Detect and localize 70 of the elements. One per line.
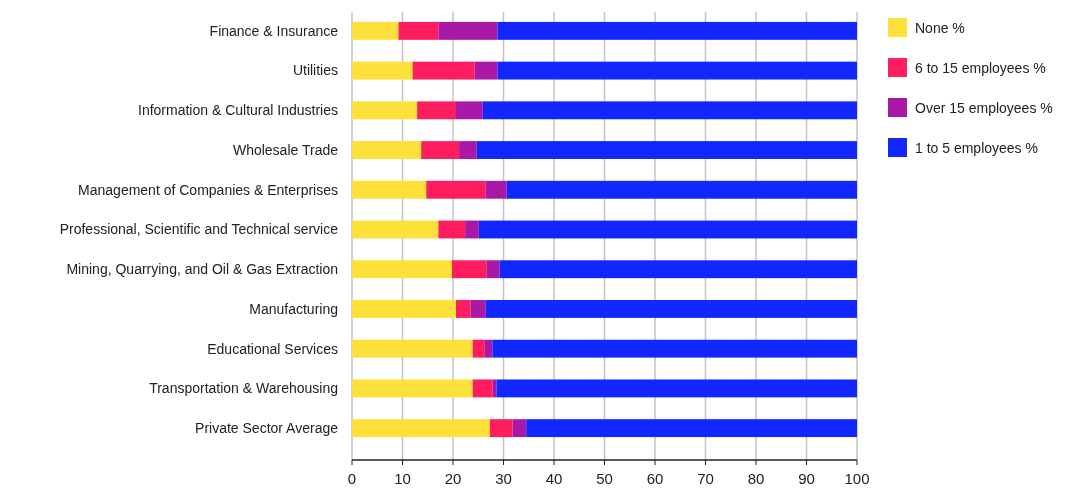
bar xyxy=(352,220,439,239)
bar xyxy=(438,220,466,239)
bar xyxy=(417,101,457,120)
bar xyxy=(459,141,477,159)
x-tick-label: 0 xyxy=(347,470,357,487)
y-tick-label: Wholesale Trade xyxy=(232,141,339,158)
bar xyxy=(352,260,452,279)
bar xyxy=(492,339,857,358)
bar xyxy=(451,260,487,279)
y-tick-label: Professional, Scientific and Technical service xyxy=(59,221,339,238)
x-tick-label: 50 xyxy=(596,470,613,487)
bar xyxy=(484,339,493,358)
bar xyxy=(398,21,439,40)
x-tick-label: 10 xyxy=(394,470,411,487)
bar xyxy=(506,180,857,199)
y-tick-label: Management of Companies & Enterprises xyxy=(78,181,338,198)
bar xyxy=(465,220,479,239)
legend-label: None % xyxy=(915,19,965,36)
x-tick-label: 30 xyxy=(495,470,512,487)
x-tick-label: 80 xyxy=(747,470,765,487)
x-tick-label: 60 xyxy=(646,470,664,487)
bar xyxy=(421,141,460,159)
y-tick-label: Manufacturing xyxy=(249,300,338,317)
bar xyxy=(352,339,473,358)
bar xyxy=(489,419,513,438)
bar xyxy=(476,141,857,159)
x-tick-label: 40 xyxy=(545,470,563,487)
x-tick-label: 100 xyxy=(844,470,870,487)
bar xyxy=(412,61,475,80)
y-tick-label: Information & Cultural Industries xyxy=(138,102,338,119)
bar xyxy=(497,21,857,40)
bar xyxy=(352,300,457,318)
bar xyxy=(512,419,527,438)
bar xyxy=(526,419,857,438)
bar xyxy=(482,101,857,120)
y-tick-label: Private Sector Average xyxy=(195,420,339,437)
bar xyxy=(352,21,399,40)
x-tick-label: 90 xyxy=(798,470,815,487)
x-tick-label: 70 xyxy=(697,470,714,487)
bar xyxy=(426,180,486,199)
bar xyxy=(352,419,490,438)
bar xyxy=(472,339,485,358)
bar xyxy=(499,260,857,279)
legend-label: 1 to 5 employees % xyxy=(915,139,1038,156)
bar xyxy=(496,379,857,398)
legend-label: Over 15 employees % xyxy=(915,99,1053,116)
bar xyxy=(478,220,857,239)
bar xyxy=(352,379,473,398)
y-tick-label: Educational Services xyxy=(207,340,338,357)
bar xyxy=(486,260,500,279)
y-tick-label: Mining, Quarrying, and Oil & Gas Extraction xyxy=(66,261,338,278)
bar xyxy=(352,141,422,159)
bar xyxy=(485,180,507,199)
bar xyxy=(456,101,483,120)
bar xyxy=(474,61,498,80)
y-tick-label: Finance & Insurance xyxy=(209,22,339,39)
legend-label: 6 to 15 employees % xyxy=(915,59,1046,76)
y-tick-label: Transportation & Warehousing xyxy=(149,380,338,397)
bar xyxy=(352,180,427,199)
bar xyxy=(472,379,493,398)
bar xyxy=(456,300,471,318)
bar xyxy=(470,300,486,318)
bar xyxy=(352,61,413,80)
bar xyxy=(352,101,418,120)
bar xyxy=(492,379,497,398)
x-tick-label: 20 xyxy=(444,470,462,487)
y-tick-label: Utilities xyxy=(292,62,338,79)
bar xyxy=(438,21,498,40)
bar xyxy=(497,61,857,80)
bar xyxy=(485,300,857,318)
